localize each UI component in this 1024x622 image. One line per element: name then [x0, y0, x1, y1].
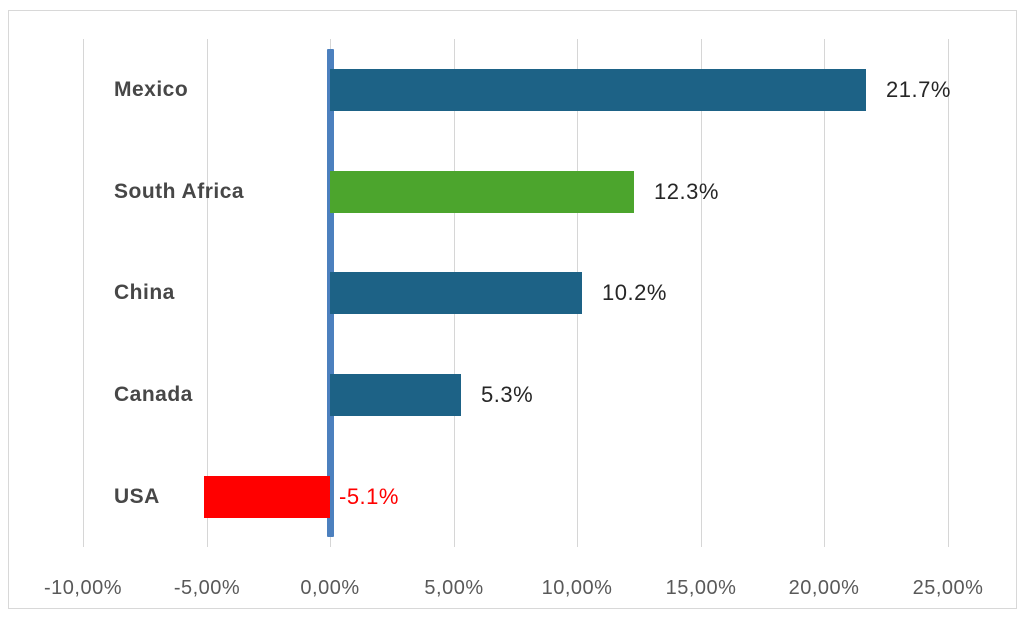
value-label: 12.3%: [654, 179, 719, 204]
bar-canada: [330, 374, 461, 416]
x-tick-label: 25,00%: [912, 577, 984, 599]
category-label: South Africa: [114, 180, 245, 203]
category-label: Canada: [114, 383, 193, 406]
category-label: China: [114, 281, 175, 304]
value-label: -5.1%: [339, 484, 399, 509]
x-tick-label: 5,00%: [424, 577, 484, 599]
value-label: 21.7%: [886, 77, 951, 102]
chart-frame: Mexico South Africa China Canada USA 21.7% 12…: [8, 10, 1017, 609]
gridline: [701, 39, 702, 547]
value-label: 10.2%: [602, 280, 667, 305]
bar-china: [330, 272, 582, 314]
value-label: 5.3%: [481, 382, 534, 407]
gridline: [207, 39, 208, 547]
category-label: Mexico: [114, 78, 189, 101]
x-tick-label: 0,00%: [300, 577, 360, 599]
gridline: [83, 39, 84, 547]
bar-usa: [204, 476, 330, 518]
bar-mexico: [330, 69, 866, 111]
x-tick-label: -10,00%: [44, 577, 122, 599]
category-label: USA: [114, 485, 160, 508]
x-tick-label: -5,00%: [173, 577, 241, 599]
x-tick-label: 10,00%: [541, 577, 613, 599]
x-tick-label: 20,00%: [788, 577, 860, 599]
gridline: [824, 39, 825, 547]
x-tick-label: 15,00%: [665, 577, 737, 599]
gridline: [948, 39, 949, 547]
bar-south-africa: [330, 171, 634, 213]
